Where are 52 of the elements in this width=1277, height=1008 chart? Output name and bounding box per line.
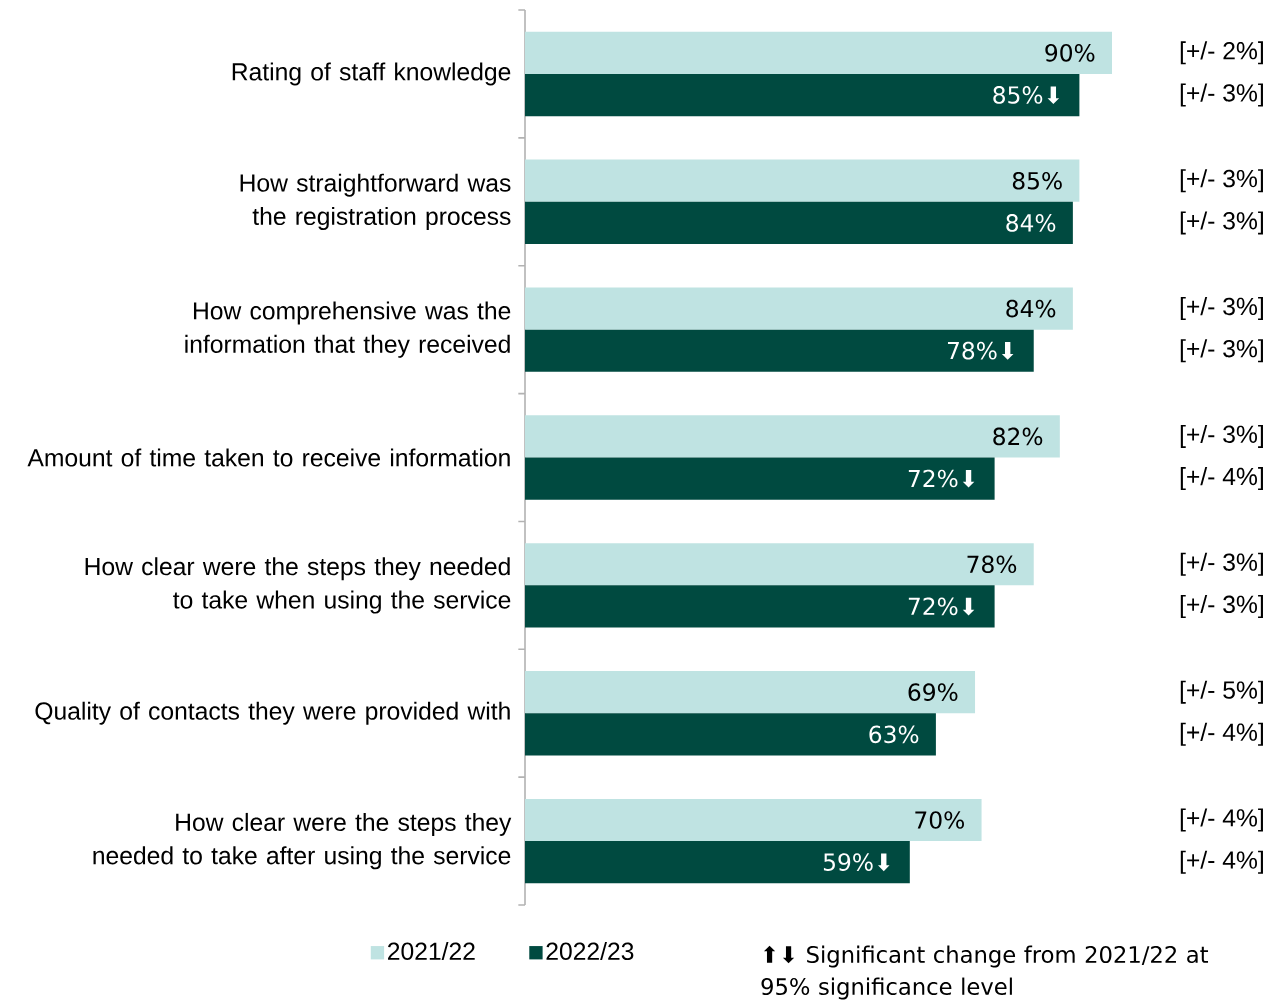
bar bbox=[525, 201, 1073, 244]
bar bbox=[525, 287, 1073, 330]
text: [+/- 4%] bbox=[1180, 850, 1263, 874]
bar bbox=[525, 159, 1080, 202]
data-label: 84% bbox=[1006, 299, 1056, 318]
text: [+/- 4%] bbox=[1180, 808, 1263, 832]
y-tick-label: How comprehensive was the information that they received bbox=[185, 301, 511, 358]
bar bbox=[525, 73, 1080, 117]
legend-label: 2022/23 bbox=[546, 941, 634, 961]
bar bbox=[525, 543, 1034, 586]
text: [+/- 3%] bbox=[1180, 424, 1263, 448]
text: [+/- 3%] bbox=[1180, 297, 1263, 321]
data-label: 78% bbox=[967, 555, 1017, 574]
data-label: 72%⬇ bbox=[908, 469, 975, 488]
bar bbox=[525, 798, 982, 842]
bar bbox=[525, 713, 936, 756]
text: [+/- 3%] bbox=[1180, 211, 1263, 235]
data-label: 72%⬇ bbox=[908, 597, 975, 616]
y-tick-label: How straightforward was the registration process bbox=[240, 173, 511, 230]
data-label: 69% bbox=[908, 683, 958, 701]
bar bbox=[525, 585, 995, 628]
bar bbox=[525, 329, 1034, 372]
text: [+/- 3%] bbox=[1180, 594, 1263, 618]
bar bbox=[525, 671, 976, 714]
legend-label: 2021/22 bbox=[388, 941, 475, 961]
data-label: 70% bbox=[915, 811, 964, 829]
text: [+/- 3%] bbox=[1180, 169, 1263, 193]
y-tick-label: Rating of staff knowledge bbox=[232, 62, 511, 86]
bar bbox=[525, 457, 995, 500]
data-label: 78%⬇ bbox=[947, 341, 1014, 360]
y-tick-label: How clear were the steps they needed to take when using the service bbox=[85, 557, 511, 614]
text: [+/- 3%] bbox=[1180, 83, 1263, 107]
text: [+/- 2%] bbox=[1180, 41, 1263, 65]
data-label: 85%⬇ bbox=[993, 86, 1060, 104]
y-tick-label: Amount of time taken to receive information bbox=[27, 448, 510, 467]
data-label: 84% bbox=[1006, 214, 1056, 232]
data-label: 63% bbox=[869, 725, 919, 744]
data-label: 85% bbox=[1012, 171, 1062, 190]
data-label: 82% bbox=[993, 427, 1043, 446]
data-label: 90% bbox=[1045, 44, 1095, 62]
text: [+/- 4%] bbox=[1180, 467, 1263, 491]
bar bbox=[525, 415, 1060, 458]
y-tick-label: How clear were the steps they needed to take after using the service bbox=[93, 812, 512, 870]
data-label: 59%⬇ bbox=[823, 853, 890, 872]
text: [+/- 3%] bbox=[1180, 339, 1263, 363]
bar bbox=[525, 31, 1113, 74]
text: [+/- 4%] bbox=[1180, 722, 1263, 746]
text: ⬆⬇ Significant change from 2021/22 at 95% significance level bbox=[761, 945, 1209, 1000]
bar bbox=[525, 841, 910, 884]
text: [+/- 3%] bbox=[1180, 552, 1263, 576]
y-tick-label: Quality of contacts they were provided with bbox=[35, 701, 510, 725]
text: [+/- 5%] bbox=[1180, 680, 1263, 704]
